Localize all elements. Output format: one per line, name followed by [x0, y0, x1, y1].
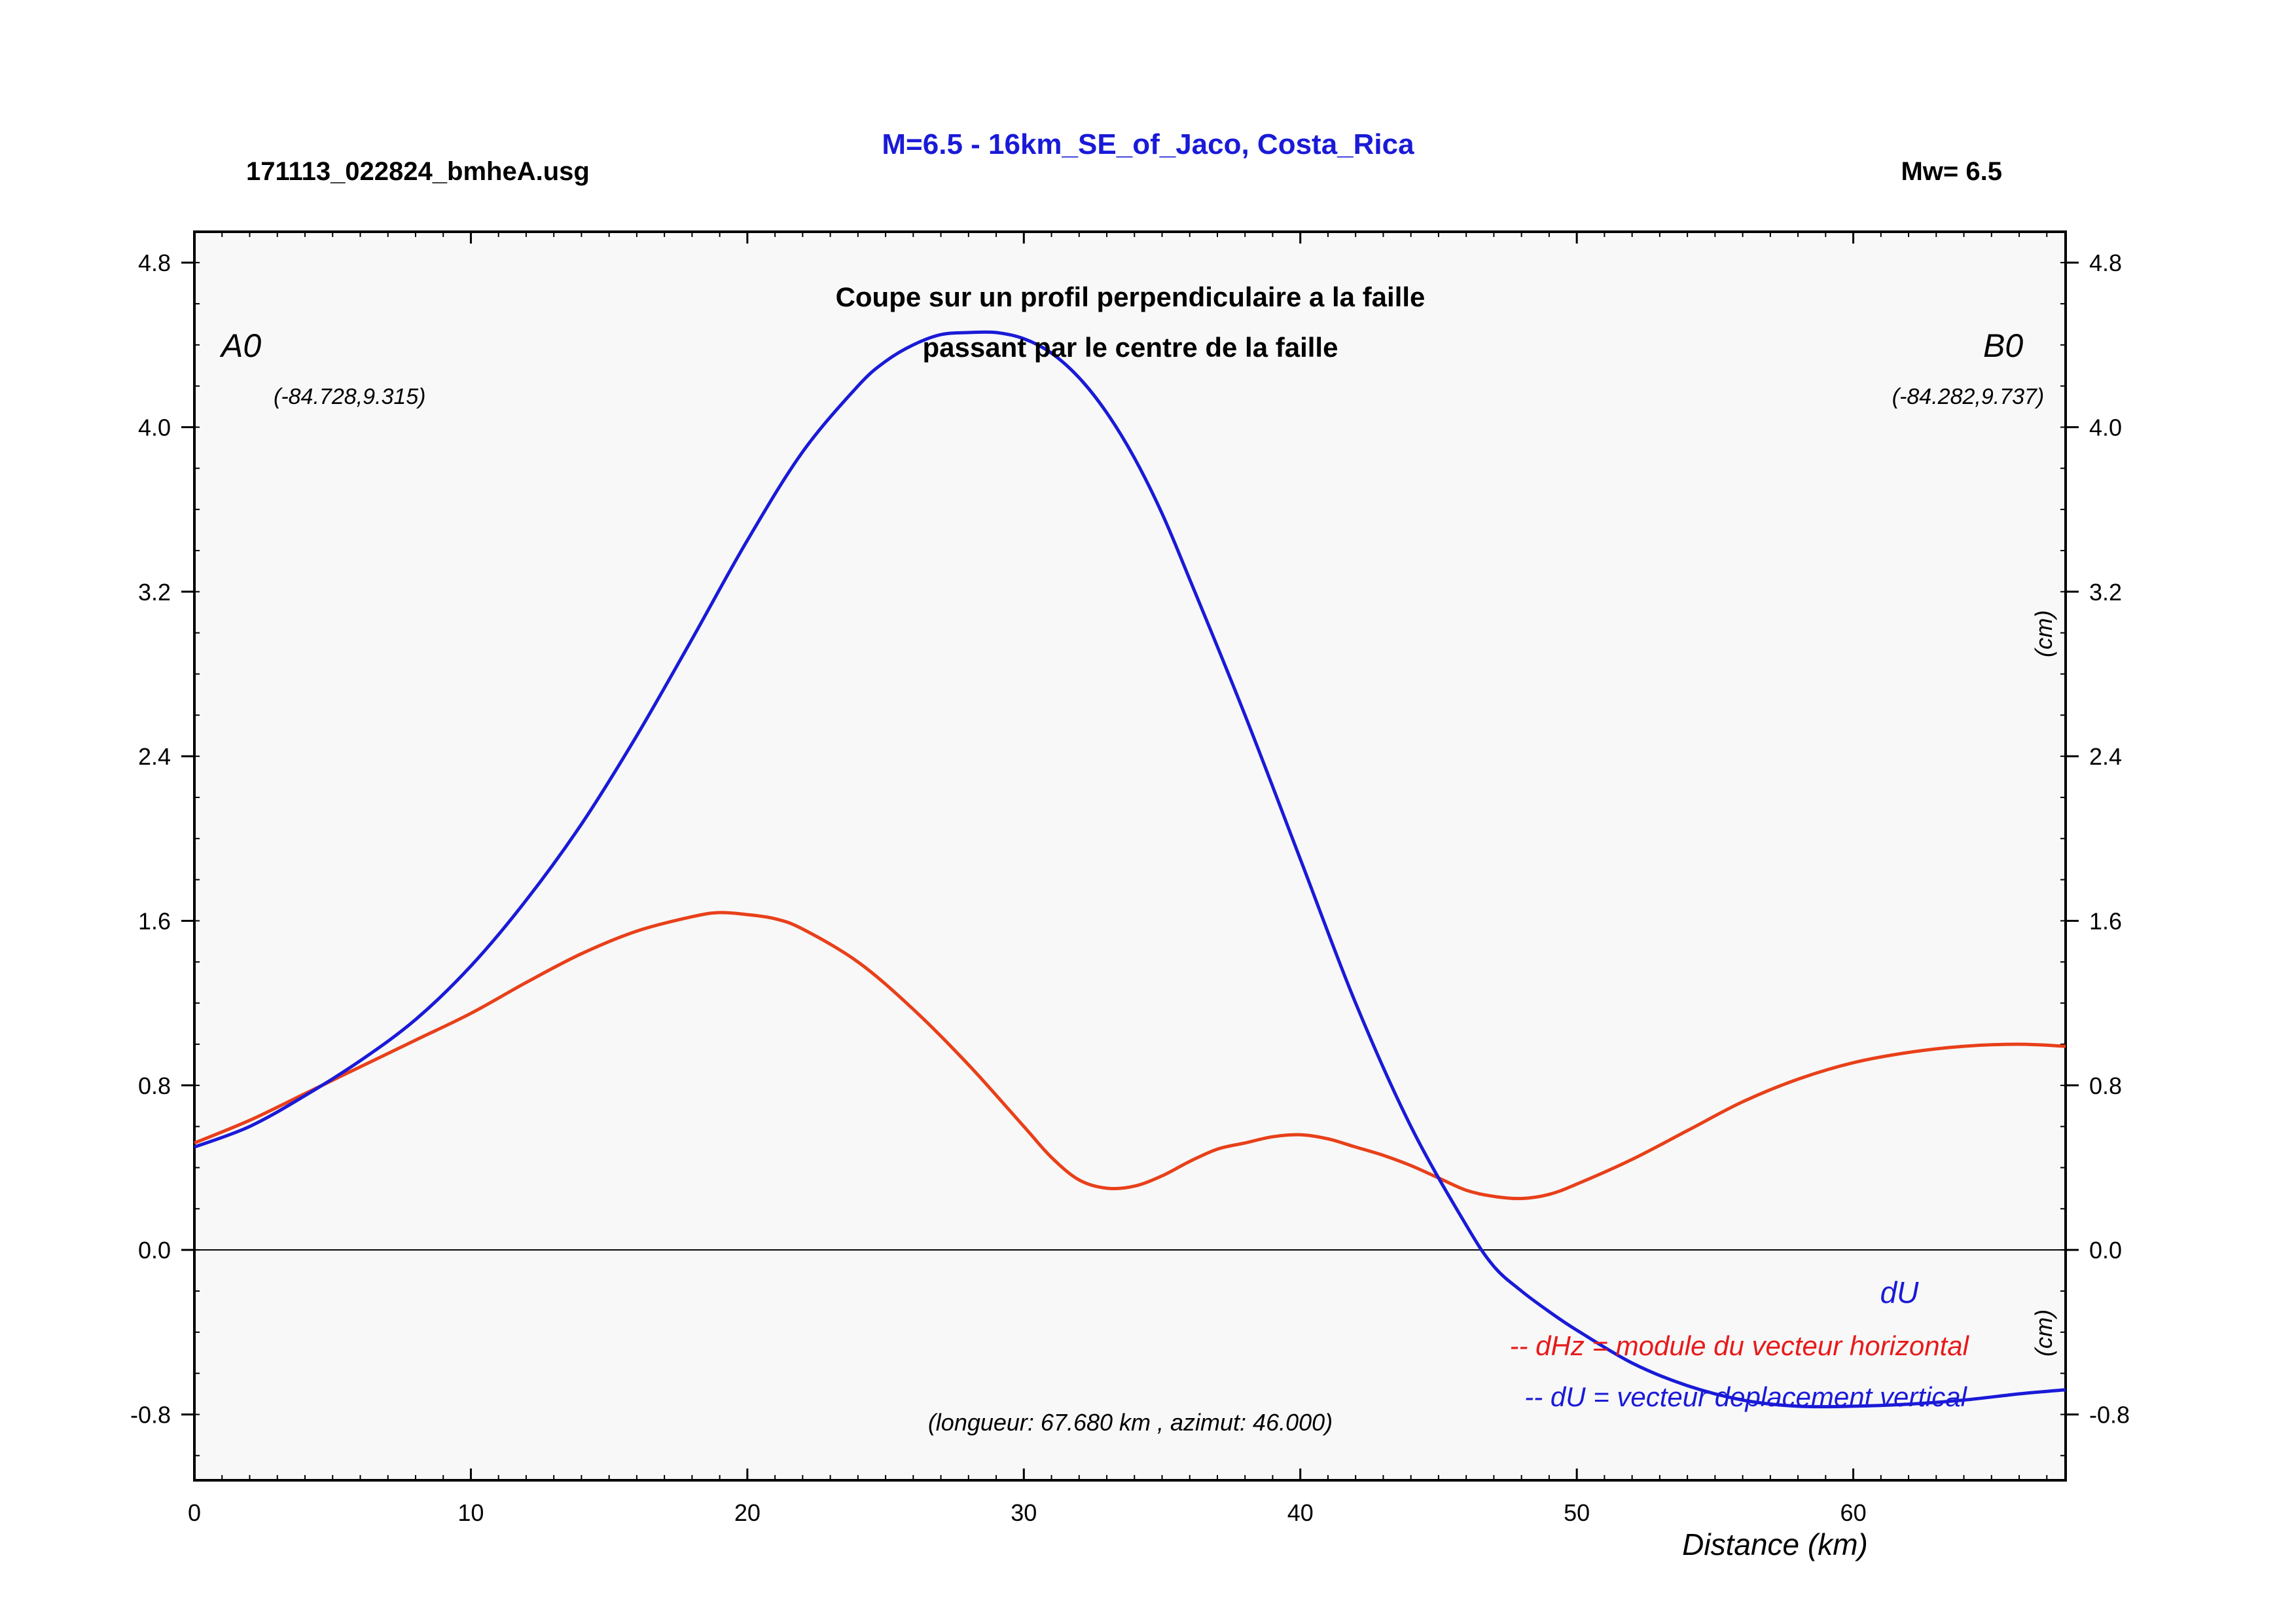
x-axis: 0 10 20 30 40 50 60 [188, 232, 1867, 1526]
y-unit-label-lower: (cm) [2030, 1309, 2057, 1357]
y-tick-label-right: 0.8 [2089, 1072, 2122, 1099]
y-unit-label-upper: (cm) [2030, 610, 2057, 657]
y-tick-label-right: 0.0 [2089, 1237, 2122, 1264]
y-axis-right: -0.8 0.0 0.8 1.6 2.4 3.2 4.0 4.8 [2066, 249, 2130, 1428]
x-tick-label: 30 [1011, 1499, 1037, 1526]
y-tick-label-right: 1.6 [2089, 907, 2122, 934]
y-axis-left: -0.8 0.0 0.8 1.6 2.4 3.2 4.0 4.8 [130, 249, 194, 1428]
x-tick-label: 20 [734, 1499, 761, 1526]
minor-ticks [194, 232, 2066, 1480]
y-tick-label: 1.6 [138, 907, 171, 934]
y-tick-label: 4.0 [138, 414, 171, 441]
magnitude-label: Mw= 6.5 [1901, 157, 2002, 186]
y-tick-label-right: 3.2 [2089, 579, 2122, 606]
y-tick-label: -0.8 [130, 1401, 171, 1428]
y-tick-label: 0.0 [138, 1237, 171, 1264]
y-tick-label-right: -0.8 [2089, 1401, 2130, 1428]
y-tick-label: 4.8 [138, 249, 171, 276]
series-line-dHz [194, 911, 2066, 1201]
y-tick-label-right: 2.4 [2089, 743, 2122, 770]
start-point-label: A0 [219, 327, 261, 364]
y-tick-label: 0.8 [138, 1072, 171, 1099]
legend-item-dHz: -- dHz = module du vecteur horizontal [1509, 1330, 1969, 1361]
subtitle-line-1: Coupe sur un profil perpendiculaire a la… [836, 282, 1426, 312]
x-tick-label: 50 [1564, 1499, 1590, 1526]
file-name: 171113_022824_bmheA.usg [246, 157, 590, 186]
end-point-coords: (-84.282,9.737) [1892, 384, 2045, 409]
plot-area [193, 230, 2067, 1482]
y-tick-label: 2.4 [138, 743, 171, 770]
start-point-coords: (-84.728,9.315) [274, 384, 426, 409]
x-axis-label: Distance (km) [1682, 1527, 1868, 1561]
x-tick-label: 60 [1840, 1499, 1867, 1526]
profile-info: (longueur: 67.680 km , azimut: 46.000) [928, 1409, 1333, 1436]
dU-curve-label: dU [1880, 1275, 1920, 1309]
legend-item-dU: -- dU = vecteur deplacement vertical [1524, 1381, 1967, 1412]
end-point-label: B0 [1983, 327, 2023, 364]
x-tick-label: 10 [457, 1499, 484, 1526]
series-line-dU [194, 330, 2066, 1409]
subtitle-line-2: passant par le centre de la faille [923, 332, 1338, 363]
x-tick-label: 40 [1287, 1499, 1314, 1526]
plot-title: M=6.5 - 16km_SE_of_Jaco, Costa_Rica [882, 128, 1414, 160]
y-tick-label: 3.2 [138, 579, 171, 606]
x-tick-label: 0 [188, 1499, 201, 1526]
y-tick-label-right: 4.8 [2089, 249, 2122, 276]
y-tick-label-right: 4.0 [2089, 414, 2122, 441]
